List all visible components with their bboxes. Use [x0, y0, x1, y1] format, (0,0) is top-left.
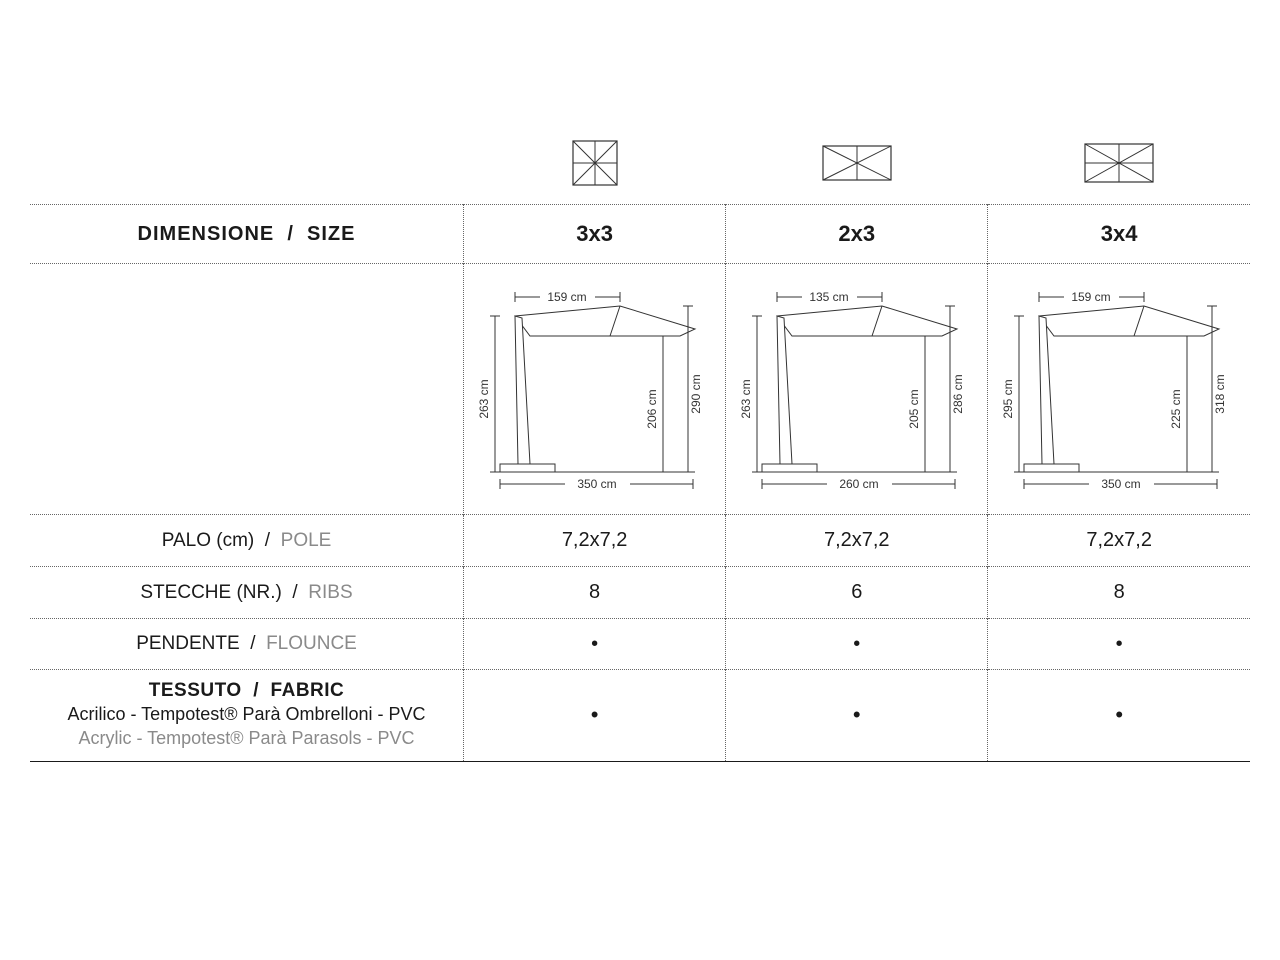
svg-text:159 cm: 159 cm: [547, 290, 586, 304]
svg-text:135 cm: 135 cm: [809, 290, 848, 304]
size-value-2: 3x4: [988, 205, 1250, 264]
svg-text:350 cm: 350 cm: [1101, 477, 1140, 491]
header-row: DIMENSIONE / SIZE 3x3 2x3 3x4: [30, 205, 1250, 264]
flounce-2: •: [988, 619, 1250, 670]
ribs-0: 8: [464, 567, 726, 619]
fabric-2: •: [988, 670, 1250, 762]
svg-text:206 cm: 206 cm: [645, 389, 659, 428]
pole-0: 7,2x7,2: [464, 515, 726, 567]
ribs-1: 6: [726, 567, 988, 619]
flounce-0: •: [464, 619, 726, 670]
svg-text:290 cm: 290 cm: [689, 374, 703, 413]
svg-text:159 cm: 159 cm: [1071, 290, 1110, 304]
size-label-it: DIMENSIONE: [138, 223, 275, 245]
pole-1: 7,2x7,2: [726, 515, 988, 567]
pole-label-en: POLE: [281, 530, 332, 551]
fabric-sub-it: Acrilico - Tempotest® Parà Ombrelloni - …: [30, 702, 463, 726]
pole-label-it: PALO (cm): [162, 530, 255, 551]
ribs-2: 8: [988, 567, 1250, 619]
flounce-label-en: FLOUNCE: [266, 633, 357, 654]
fabric-row: TESSUTO / FABRIC Acrilico - Tempotest® P…: [30, 670, 1250, 762]
fabric-sub-en: Acrylic - Tempotest® Parà Parasols - PVC: [30, 726, 463, 750]
fabric-label-it: TESSUTO: [149, 680, 242, 701]
pole-2: 7,2x7,2: [988, 515, 1250, 567]
fabric-0: •: [464, 670, 726, 762]
svg-text:225 cm: 225 cm: [1169, 389, 1183, 428]
fabric-label-en: FABRIC: [271, 680, 345, 701]
svg-text:286 cm: 286 cm: [951, 374, 965, 413]
canopy-icon-3x4: [988, 140, 1250, 205]
svg-text:260 cm: 260 cm: [839, 477, 878, 491]
svg-text:263 cm: 263 cm: [739, 379, 753, 418]
flounce-1: •: [726, 619, 988, 670]
svg-text:318 cm: 318 cm: [1213, 374, 1227, 413]
canopy-icon-2x3: [726, 140, 988, 205]
flounce-row: PENDENTE / FLOUNCE • • •: [30, 619, 1250, 670]
diagram-2: 159 cm 295 cm 225 cm 318 cm: [988, 264, 1250, 515]
spec-table: DIMENSIONE / SIZE 3x3 2x3 3x4 159 cm: [30, 140, 1250, 762]
pole-row: PALO (cm) / POLE 7,2x7,2 7,2x7,2 7,2x7,2: [30, 515, 1250, 567]
svg-text:205 cm: 205 cm: [907, 389, 921, 428]
size-value-1: 2x3: [726, 205, 988, 264]
diagram-row: 159 cm 263 cm 206 cm 290 cm: [30, 264, 1250, 515]
size-label-en: SIZE: [307, 223, 355, 245]
svg-text:263 cm: 263 cm: [477, 379, 491, 418]
ribs-label-it: STECCHE (NR.): [140, 582, 281, 603]
diagram-0: 159 cm 263 cm 206 cm 290 cm: [464, 264, 726, 515]
size-value-0: 3x3: [464, 205, 726, 264]
svg-text:295 cm: 295 cm: [1001, 379, 1015, 418]
flounce-label-it: PENDENTE: [136, 633, 239, 654]
canopy-icon-3x3: [464, 140, 726, 205]
icon-row: [30, 140, 1250, 205]
fabric-1: •: [726, 670, 988, 762]
diagram-1: 135 cm 263 cm 205 cm 286 cm: [726, 264, 988, 515]
svg-text:350 cm: 350 cm: [577, 477, 616, 491]
ribs-label-en: RIBS: [308, 582, 352, 603]
ribs-row: STECCHE (NR.) / RIBS 8 6 8: [30, 567, 1250, 619]
